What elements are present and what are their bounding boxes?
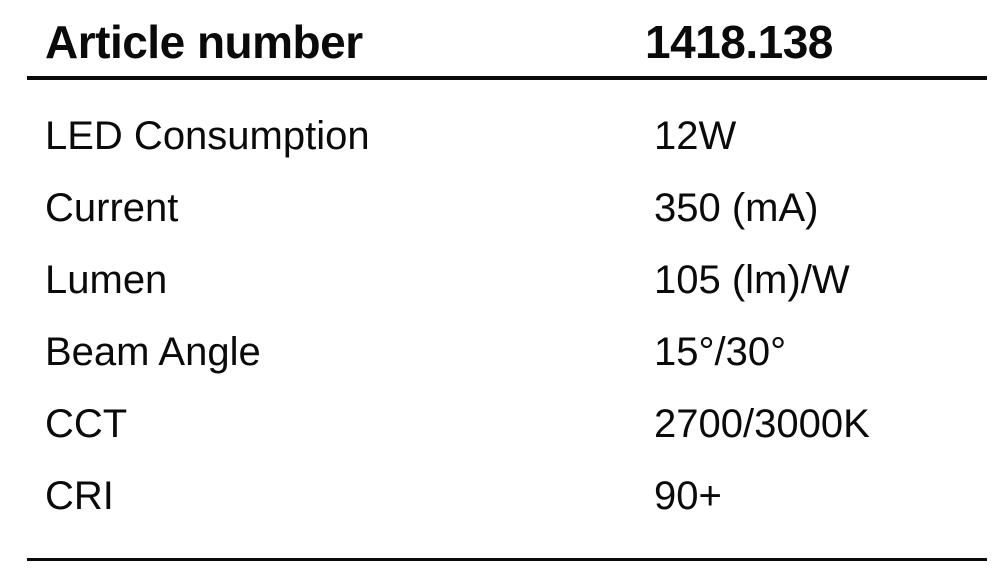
header-divider-rule (27, 76, 987, 80)
article-number-value: 1418.138 (645, 16, 833, 68)
spec-value: 105 (lm)/W (654, 258, 850, 302)
spec-row-led-consumption: LED Consumption 12W (0, 100, 1000, 172)
spec-value: 12W (654, 114, 737, 158)
spec-label: CCT (45, 402, 128, 446)
spec-value: 90+ (654, 474, 722, 518)
spec-row-current: Current 350 (mA) (0, 172, 1000, 244)
article-number-label: Article number (45, 16, 363, 68)
spec-label: Beam Angle (45, 330, 261, 374)
spec-row-cct: CCT 2700/3000K (0, 388, 1000, 460)
spec-value: 2700/3000K (654, 402, 870, 446)
spec-row-lumen: Lumen 105 (lm)/W (0, 244, 1000, 316)
spec-value: 350 (mA) (654, 186, 819, 230)
bottom-divider-rule (27, 558, 987, 561)
spec-table-body: LED Consumption 12W Current 350 (mA) Lum… (0, 100, 1000, 532)
spec-value: 15°/30° (654, 330, 787, 374)
spec-label: CRI (45, 474, 114, 518)
spec-label: Current (45, 186, 179, 230)
spec-label: LED Consumption (45, 114, 370, 158)
spec-row-cri: CRI 90+ (0, 460, 1000, 532)
spec-label: Lumen (45, 258, 168, 302)
spec-table-header-row: Article number 1418.138 (0, 14, 1000, 70)
spec-row-beam-angle: Beam Angle 15°/30° (0, 316, 1000, 388)
